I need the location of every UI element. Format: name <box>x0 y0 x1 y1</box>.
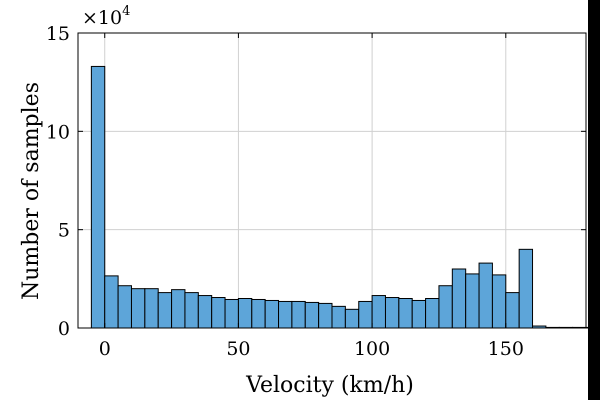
histogram-bar <box>451 268 467 329</box>
x-tick-label: 0 <box>99 338 111 360</box>
y-tick-label: 0 <box>58 318 70 340</box>
plot-frame <box>77 32 587 329</box>
histogram-bar <box>224 298 239 329</box>
histogram-bar <box>505 292 520 329</box>
x-tick-label: 100 <box>354 338 390 360</box>
histogram-bar <box>237 298 253 329</box>
histogram-bar <box>157 292 173 329</box>
histogram-bar <box>371 295 386 329</box>
histogram-bar <box>411 299 427 329</box>
histogram-bar <box>251 298 266 329</box>
x-tick-label: 150 <box>488 338 524 360</box>
histogram-bar <box>358 300 373 329</box>
histogram-bar <box>144 288 159 329</box>
histogram-bar <box>318 302 333 329</box>
histogram-bar <box>291 300 306 329</box>
histogram-bar <box>264 299 280 329</box>
bars-layer <box>90 65 588 329</box>
histogram-bar <box>104 275 119 329</box>
histogram-bar <box>304 301 320 329</box>
histogram-bar <box>425 298 440 329</box>
histogram-bar <box>491 274 507 329</box>
histogram-bar <box>438 285 453 329</box>
histogram-bar <box>384 297 400 329</box>
histogram-bar <box>197 295 213 329</box>
histogram-bar <box>130 288 146 329</box>
x-axis-label: Velocity (km/h) <box>245 373 414 398</box>
y-tick-label: 15 <box>46 23 70 45</box>
histogram-bar <box>117 285 132 329</box>
grid-layer <box>78 32 586 329</box>
histogram-bar <box>184 292 199 329</box>
histogram-bar <box>465 273 480 329</box>
histogram-bar <box>90 65 106 329</box>
ticks-layer: 0 50 100 150 0 5 10 15 <box>46 23 586 360</box>
histogram-bar <box>344 308 360 329</box>
histogram-bar <box>171 289 186 329</box>
histogram-bar <box>331 305 346 329</box>
histogram-bar <box>278 300 293 329</box>
histogram-bar <box>518 248 534 329</box>
histogram-bar <box>398 298 413 329</box>
x-tick-label: 50 <box>226 338 250 360</box>
y-axis-label: Number of samples <box>19 82 44 300</box>
y-tick-label: 5 <box>58 220 70 242</box>
y-multiplier-label: ×104 <box>82 4 130 29</box>
histogram-bar <box>478 262 493 329</box>
y-tick-label: 10 <box>46 121 70 143</box>
histogram-bar <box>211 297 226 329</box>
